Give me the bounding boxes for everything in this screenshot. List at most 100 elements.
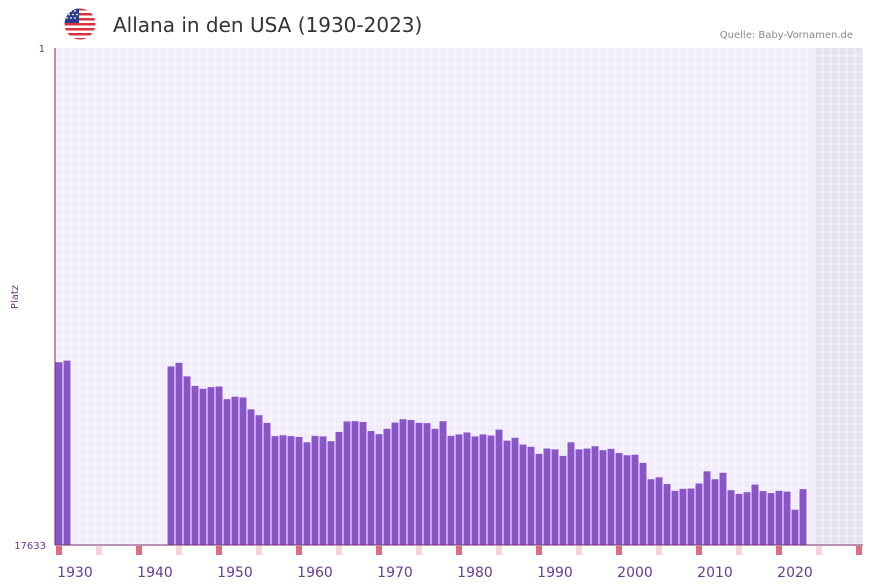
bar-1948 (215, 386, 223, 545)
x-tick-label-2000: 2000 (617, 565, 653, 581)
decade-markers (56, 546, 862, 555)
bar-1971 (399, 419, 407, 545)
bar-1977 (447, 435, 455, 545)
bar-1958 (295, 436, 303, 545)
bar-series (55, 360, 807, 545)
halfdecade-marker (576, 546, 582, 555)
bar-2007 (687, 488, 695, 545)
decade-marker (216, 546, 222, 555)
bar-1944 (183, 376, 191, 545)
axis-labels: 1930 1940 1950 1960 1970 1980 1990 2000 2010 2020… (10, 44, 813, 581)
bar-1966 (359, 422, 367, 545)
bar-1956 (279, 435, 287, 545)
bar-2003 (655, 477, 663, 545)
x-tick-label-2010: 2010 (697, 565, 733, 581)
bar-1998 (615, 453, 623, 545)
bar-2019 (783, 491, 791, 545)
bar-1972 (407, 420, 415, 545)
bar-1964 (343, 421, 351, 545)
halfdecade-marker (656, 546, 662, 555)
source-note: Quelle: Baby-Vornamen.de (719, 30, 853, 41)
bar-1974 (423, 423, 431, 545)
bar-1952 (247, 409, 255, 545)
x-tick-label-1950: 1950 (217, 565, 253, 581)
bar-1980 (471, 436, 479, 545)
bar-1981 (479, 434, 487, 545)
bar-1946 (199, 388, 207, 545)
decade-marker (456, 546, 462, 555)
halfdecade-marker (96, 546, 102, 555)
x-tick-label-1960: 1960 (297, 565, 333, 581)
bar-1965 (351, 421, 359, 545)
bar-1993 (575, 449, 583, 545)
bar-2015 (751, 484, 759, 545)
bar-1997 (607, 448, 615, 545)
bar-1942 (167, 366, 175, 545)
bar-1987 (527, 446, 535, 545)
x-tick-label-1990: 1990 (537, 565, 573, 581)
bar-1984 (503, 440, 511, 545)
halfdecade-marker (416, 546, 422, 555)
bar-1968 (375, 434, 383, 545)
bar-2014 (743, 492, 751, 545)
bar-2005 (671, 490, 679, 545)
bar-1961 (319, 436, 327, 545)
decade-marker (56, 546, 62, 555)
bar-1947 (207, 387, 215, 545)
bar-1954 (263, 422, 271, 545)
bar-1990 (551, 449, 559, 545)
bar-1996 (599, 450, 607, 545)
bar-1973 (415, 422, 423, 545)
bar-2012 (727, 490, 735, 545)
halfdecade-marker (256, 546, 262, 555)
bar-2001 (639, 462, 647, 545)
bar-2021 (799, 489, 807, 545)
y-tick-label-bottom: 17633 (14, 541, 46, 552)
bar-1983 (495, 429, 503, 545)
bar-1953 (255, 415, 263, 545)
chart-title: Allana in den USA (1930-2023) (113, 13, 423, 37)
bar-2018 (775, 490, 783, 545)
halfdecade-marker (816, 546, 822, 555)
bar-1955 (271, 436, 279, 545)
bar-1995 (591, 446, 599, 545)
bar-2009 (703, 471, 711, 545)
bar-1978 (455, 434, 463, 545)
decade-marker (696, 546, 702, 555)
bar-1985 (511, 437, 519, 545)
bar-2016 (759, 491, 767, 545)
bar-1963 (335, 431, 343, 545)
bar-2006 (679, 488, 687, 545)
us-flag-icon (64, 8, 96, 40)
bar-1951 (239, 397, 247, 545)
bar-1929 (63, 360, 71, 545)
bar-1989 (543, 448, 551, 545)
decade-marker (536, 546, 542, 555)
halfdecade-marker (736, 546, 742, 555)
x-tick-label-2020: 2020 (777, 565, 813, 581)
bar-1950 (231, 396, 239, 545)
bar-1986 (519, 444, 527, 545)
bar-1992 (567, 442, 575, 545)
decade-marker (856, 546, 862, 555)
decade-marker (296, 546, 302, 555)
decade-marker (776, 546, 782, 555)
decade-marker (376, 546, 382, 555)
bar-1976 (439, 421, 447, 545)
bar-2004 (663, 484, 671, 545)
bar-1979 (463, 432, 471, 545)
bar-2000 (631, 454, 639, 545)
bar-1969 (383, 428, 391, 545)
halfdecade-marker (496, 546, 502, 555)
bar-1957 (287, 436, 295, 545)
y-tick-label-top: 1 (39, 44, 45, 55)
bar-1962 (327, 441, 335, 545)
bar-1943 (175, 362, 183, 545)
bar-1960 (311, 435, 319, 545)
x-tick-label-1940: 1940 (137, 565, 173, 581)
chart-header: Allana in den USA (1930-2023) Quelle: Ba… (0, 0, 873, 48)
axes (54, 48, 863, 546)
bar-2017 (767, 493, 775, 545)
bar-1928 (55, 362, 63, 545)
